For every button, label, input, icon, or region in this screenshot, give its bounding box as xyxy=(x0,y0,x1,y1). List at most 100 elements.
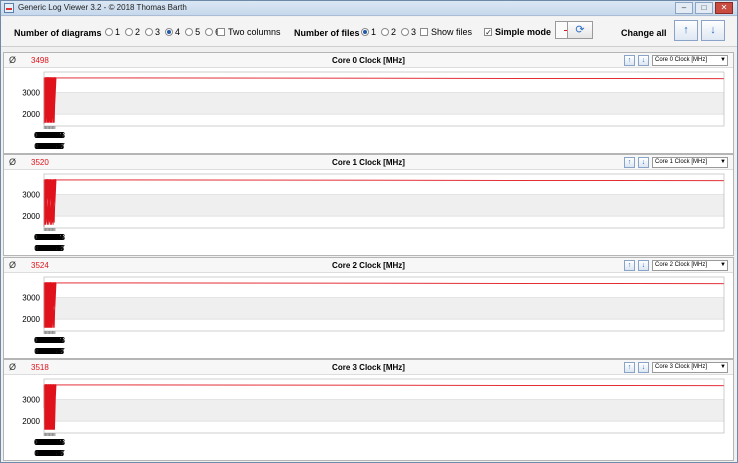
diagram-radio-dot[interactable] xyxy=(125,28,134,36)
plot-band xyxy=(44,297,724,320)
x-tick-label: 00:06 xyxy=(36,438,57,447)
simple-mode-box[interactable] xyxy=(484,28,492,36)
file-radio-dot[interactable] xyxy=(401,28,410,36)
x-tick-label: 00:28 xyxy=(42,336,63,345)
diagram-header: Ø 3498 Core 0 Clock [MHz] ↑ ↓ Core 0 Clock [M… xyxy=(4,53,733,68)
x-tick-label: 00:26 xyxy=(42,131,63,140)
file-radio-dot[interactable] xyxy=(381,28,390,36)
x-tick-label: 00:23 xyxy=(41,142,62,151)
x-tick-label: 00:04 xyxy=(35,131,56,140)
plot-band xyxy=(44,399,724,422)
diagram-radio-3[interactable]: 3 xyxy=(145,27,160,37)
average-value: 3524 xyxy=(31,261,49,270)
x-tick-label: 00:16 xyxy=(39,233,60,242)
series-select[interactable]: Core 0 Clock [MHz] ▼ xyxy=(652,55,728,66)
series-select[interactable]: Core 3 Clock [MHz] ▼ xyxy=(652,362,728,373)
two-columns-box[interactable] xyxy=(217,28,225,36)
x-tick-label: 00:22 xyxy=(40,438,61,447)
plot-frame xyxy=(43,276,725,332)
file-radio-label: 1 xyxy=(371,27,377,37)
show-files-box[interactable] xyxy=(420,28,428,36)
line-chart: 3000200000:0000:0200:0400:0600:0800:1000… xyxy=(22,71,725,151)
file-radio-1[interactable]: 1 xyxy=(361,27,376,37)
x-tick-label: 00:19 xyxy=(40,347,61,356)
diagram-radio-dot[interactable] xyxy=(105,28,113,36)
x-tick-label: 00:14 xyxy=(38,131,59,140)
x-tick-label: 00:01 xyxy=(34,142,55,151)
x-tick-label: 00:37 xyxy=(45,142,66,151)
diagram-radio-5[interactable]: 5 xyxy=(185,27,200,37)
diagram-radio-label: 2 xyxy=(135,27,141,37)
series-down-icon[interactable]: ↓ xyxy=(638,157,649,168)
x-tick-label: 00:06 xyxy=(36,233,57,242)
x-tick-label: 00:17 xyxy=(39,347,60,356)
y-tick-label: 2000 xyxy=(22,417,40,426)
series-down-icon[interactable]: ↓ xyxy=(638,55,649,66)
change-all-label: Change all xyxy=(621,28,667,38)
diagram-radio-2[interactable]: 2 xyxy=(125,27,140,37)
x-tick-label: 00:28 xyxy=(42,233,63,242)
series-select[interactable]: Core 1 Clock [MHz] ▼ xyxy=(652,157,728,168)
diagram-radio-dot[interactable] xyxy=(145,28,154,36)
average-symbol: Ø xyxy=(9,157,17,167)
series-up-icon[interactable]: ↑ xyxy=(624,260,635,271)
x-tick-label: 00:34 xyxy=(44,233,65,242)
series-up-icon[interactable]: ↑ xyxy=(624,157,635,168)
two-columns-checkbox[interactable]: Two columns xyxy=(217,27,281,37)
x-tick-label: 00:33 xyxy=(44,449,65,458)
x-tick-label: 00:15 xyxy=(38,142,59,151)
arrow-up-icon[interactable]: ↑ xyxy=(674,20,698,41)
x-tick-label: 00:21 xyxy=(40,449,61,458)
x-tick-label: 00:02 xyxy=(35,336,56,345)
refresh-icon[interactable]: ⟳ xyxy=(567,21,593,39)
diagram-radio-dot[interactable] xyxy=(165,28,174,36)
x-tick-label: 00:06 xyxy=(36,131,57,140)
series-select-value: Core 1 Clock [MHz] xyxy=(655,159,708,165)
diagrams-label: Number of diagrams xyxy=(14,28,102,38)
x-tick-label: 00:25 xyxy=(41,449,62,458)
diagram-radio-1[interactable]: 1 xyxy=(105,27,120,37)
arrow-down-icon[interactable]: ↓ xyxy=(701,20,725,41)
series-up-icon[interactable]: ↑ xyxy=(624,55,635,66)
x-tick-label: 00:21 xyxy=(40,347,61,356)
plot-band xyxy=(44,194,724,217)
x-tick-label: 00:36 xyxy=(44,233,65,242)
file-count-radio-group: 1 2 3 xyxy=(361,27,416,37)
x-tick-label: 00:10 xyxy=(37,336,58,345)
series-up-icon[interactable]: ↑ xyxy=(624,362,635,373)
diagram-radio-dot[interactable] xyxy=(185,28,194,36)
x-tick-label: 00:11 xyxy=(37,244,57,253)
minimize-button[interactable]: – xyxy=(675,2,693,14)
x-tick-label: 00:03 xyxy=(35,347,56,356)
x-tick-label: 00:06 xyxy=(36,336,57,345)
x-tick-label: 00:14 xyxy=(38,336,59,345)
diagram-radio-4[interactable]: 4 xyxy=(165,27,180,37)
x-tick-label: 00:12 xyxy=(37,131,58,140)
x-tick-label: 00:13 xyxy=(38,244,59,253)
x-tick-label: 00:29 xyxy=(42,244,63,253)
file-radio-3[interactable]: 3 xyxy=(401,27,416,37)
diagram-radio-dot[interactable] xyxy=(205,28,214,36)
x-tick-label: 00:13 xyxy=(38,347,59,356)
line-chart: 3000200000:0000:0200:0400:0600:0800:1000… xyxy=(22,173,725,253)
x-tick-label: 00:02 xyxy=(35,131,56,140)
maximize-button[interactable]: □ xyxy=(695,2,713,14)
x-tick-label: 00:16 xyxy=(39,438,60,447)
close-button[interactable]: ✕ xyxy=(715,2,733,14)
series-select[interactable]: Core 2 Clock [MHz] ▼ xyxy=(652,260,728,271)
series-down-icon[interactable]: ↓ xyxy=(638,362,649,373)
series-down-icon[interactable]: ↓ xyxy=(638,260,649,271)
diagram-title: Core 2 Clock [MHz] xyxy=(332,261,405,270)
x-tick-label: 00:01 xyxy=(34,449,55,458)
x-tick-label: 00:25 xyxy=(41,347,62,356)
x-tick-label: 00:09 xyxy=(37,449,58,458)
file-radio-2[interactable]: 2 xyxy=(381,27,396,37)
simple-mode-checkbox[interactable]: Simple mode xyxy=(484,27,551,37)
x-tick-label: 00:28 xyxy=(42,438,63,447)
average-symbol: Ø xyxy=(9,362,17,372)
x-tick-label: 00:00 xyxy=(34,233,55,242)
file-radio-dot[interactable] xyxy=(361,28,369,36)
window-controls: – □ ✕ xyxy=(675,2,733,14)
show-files-checkbox[interactable]: Show files xyxy=(420,27,472,37)
x-tick-label: 00:32 xyxy=(43,233,64,242)
